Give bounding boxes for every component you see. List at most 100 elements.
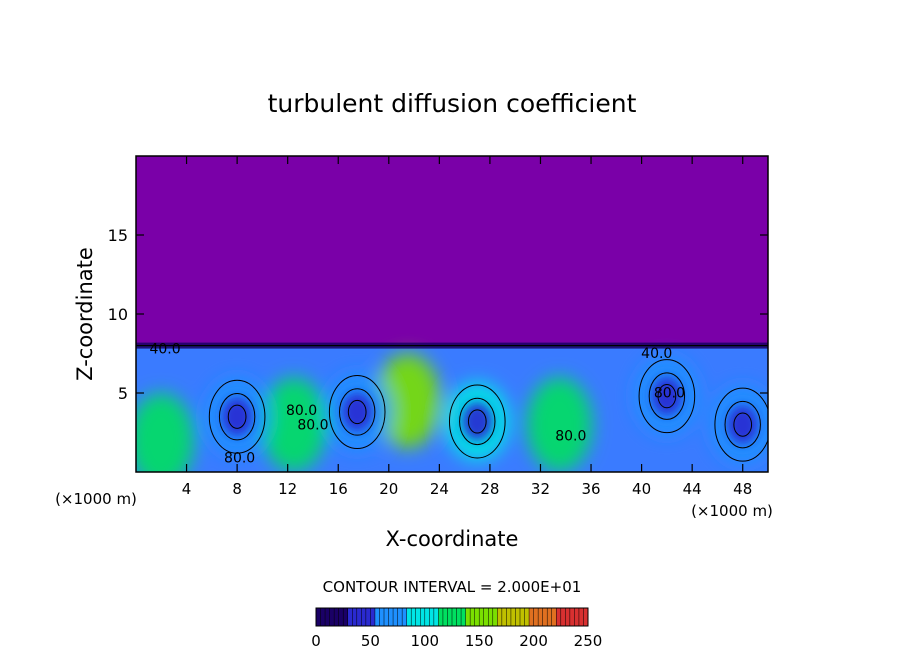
x-tick-label: 40 [632, 480, 651, 498]
colorbar-tick-label: 250 [574, 632, 603, 650]
colorbar-cell [442, 608, 448, 626]
y-tick-label: 5 [118, 384, 128, 403]
colorbar-cell [479, 608, 485, 626]
colorbar-cell [461, 608, 466, 626]
colorbar-cell [574, 608, 580, 626]
green-band [526, 377, 593, 472]
colorbar-tick-label: 100 [410, 632, 439, 650]
colorbar-cell [379, 608, 385, 626]
y-axis-label: Z-coordinate [73, 247, 97, 381]
colorbar-cell [529, 608, 534, 626]
colorbar-cell [483, 608, 489, 626]
green-band [261, 377, 327, 472]
contour-label: 80.0 [654, 386, 685, 402]
colorbar-cell [520, 608, 525, 626]
x-tick-label: 32 [531, 480, 550, 498]
colorbar-cell [447, 608, 453, 626]
contour-line [218, 392, 256, 441]
colorbar-cell [316, 608, 321, 626]
colorbar-cell [411, 608, 417, 626]
colorbar-cell [438, 608, 444, 626]
x-tick-label: 12 [278, 480, 297, 498]
colorbar-cell [578, 608, 584, 626]
colorbar-cell [388, 608, 394, 626]
colorbar-cell [533, 608, 539, 626]
contour-line [339, 388, 376, 436]
colorbar-frame [315, 607, 589, 627]
colorbar-cell [329, 608, 335, 626]
colorbar-cell [497, 608, 503, 626]
colorbar-cell [524, 608, 530, 626]
contour-lines [136, 345, 768, 462]
colorbar-cell [343, 608, 349, 626]
colorbar-cell [488, 608, 494, 626]
colorbar-cell [325, 608, 330, 626]
colorbar-tick-label: 150 [465, 632, 494, 650]
green-band [374, 353, 441, 449]
eddy-core [651, 377, 683, 416]
colorbar-cell [384, 608, 389, 626]
colorbar-cell [433, 608, 439, 626]
y-tick-label: 10 [108, 305, 128, 324]
contour-line [328, 374, 386, 449]
eddy-core [727, 405, 758, 444]
contour-line [733, 412, 753, 437]
contour-line [714, 387, 768, 462]
eddy-core [221, 397, 253, 436]
colorbar-cell [560, 608, 566, 626]
contour-line [448, 384, 506, 459]
green-band [136, 393, 195, 472]
diffusion-field [136, 342, 768, 472]
colorbar-cell [465, 608, 471, 626]
contour-label: 40.0 [641, 346, 672, 362]
contour-label: 80.0 [555, 428, 586, 444]
x-tick-label: 28 [480, 480, 499, 498]
x-tick-label: 48 [733, 480, 752, 498]
colorbar-cell [551, 608, 557, 626]
x-tick-label: 20 [379, 480, 398, 498]
contour-line [467, 409, 487, 434]
colorbar-cell [420, 608, 426, 626]
contour-line [648, 372, 686, 420]
contour-labels: 40.080.080.080.080.040.080.0 [149, 342, 685, 467]
colorbar-cell [393, 608, 398, 626]
contour-line [638, 359, 696, 434]
colorbar-cell [347, 608, 353, 626]
colorbar-cell [406, 608, 412, 626]
colorbar-tick-label: 200 [519, 632, 548, 650]
contour-label: 80.0 [297, 417, 328, 433]
eddy-core [462, 402, 493, 441]
colorbar-cell [506, 608, 512, 626]
contour-interval-label: CONTOUR INTERVAL = 2.000E+01 [323, 578, 582, 596]
colorbar-cell [424, 608, 430, 626]
x-tick-label: 8 [232, 480, 242, 498]
colorbar-cell [515, 608, 521, 626]
y-axis-ticks: 5 10 15 [108, 226, 768, 403]
colorbar-cell [470, 608, 475, 626]
x-unit-right: (×1000 m) [691, 502, 773, 520]
colorbar-cell [365, 608, 371, 626]
colorbar-cell [397, 608, 403, 626]
contour-line [347, 399, 367, 425]
colorbar-cell [538, 608, 543, 626]
colorbar-cell [492, 608, 498, 626]
contour-line [657, 384, 677, 409]
colorbar-tick-labels: 0 50 100 150 200 250 [311, 632, 602, 650]
chart-title: turbulent diffusion coefficient [268, 89, 637, 118]
x-tick-label: 16 [329, 480, 348, 498]
colorbar-cell [456, 608, 462, 626]
colorbar-cell [474, 608, 480, 626]
contour-label: 40.0 [149, 342, 180, 358]
colorbar-cell [402, 608, 407, 626]
colorbar-cell [415, 608, 421, 626]
colorbar-cell [320, 608, 326, 626]
contour-line [459, 397, 496, 446]
colorbar-tick-label: 50 [361, 632, 380, 650]
colorbar-cell [374, 608, 380, 626]
colorbar-cell [556, 608, 562, 626]
colorbar-cell [565, 608, 571, 626]
colorbar-cell [547, 608, 553, 626]
colorbar-cell [356, 608, 362, 626]
